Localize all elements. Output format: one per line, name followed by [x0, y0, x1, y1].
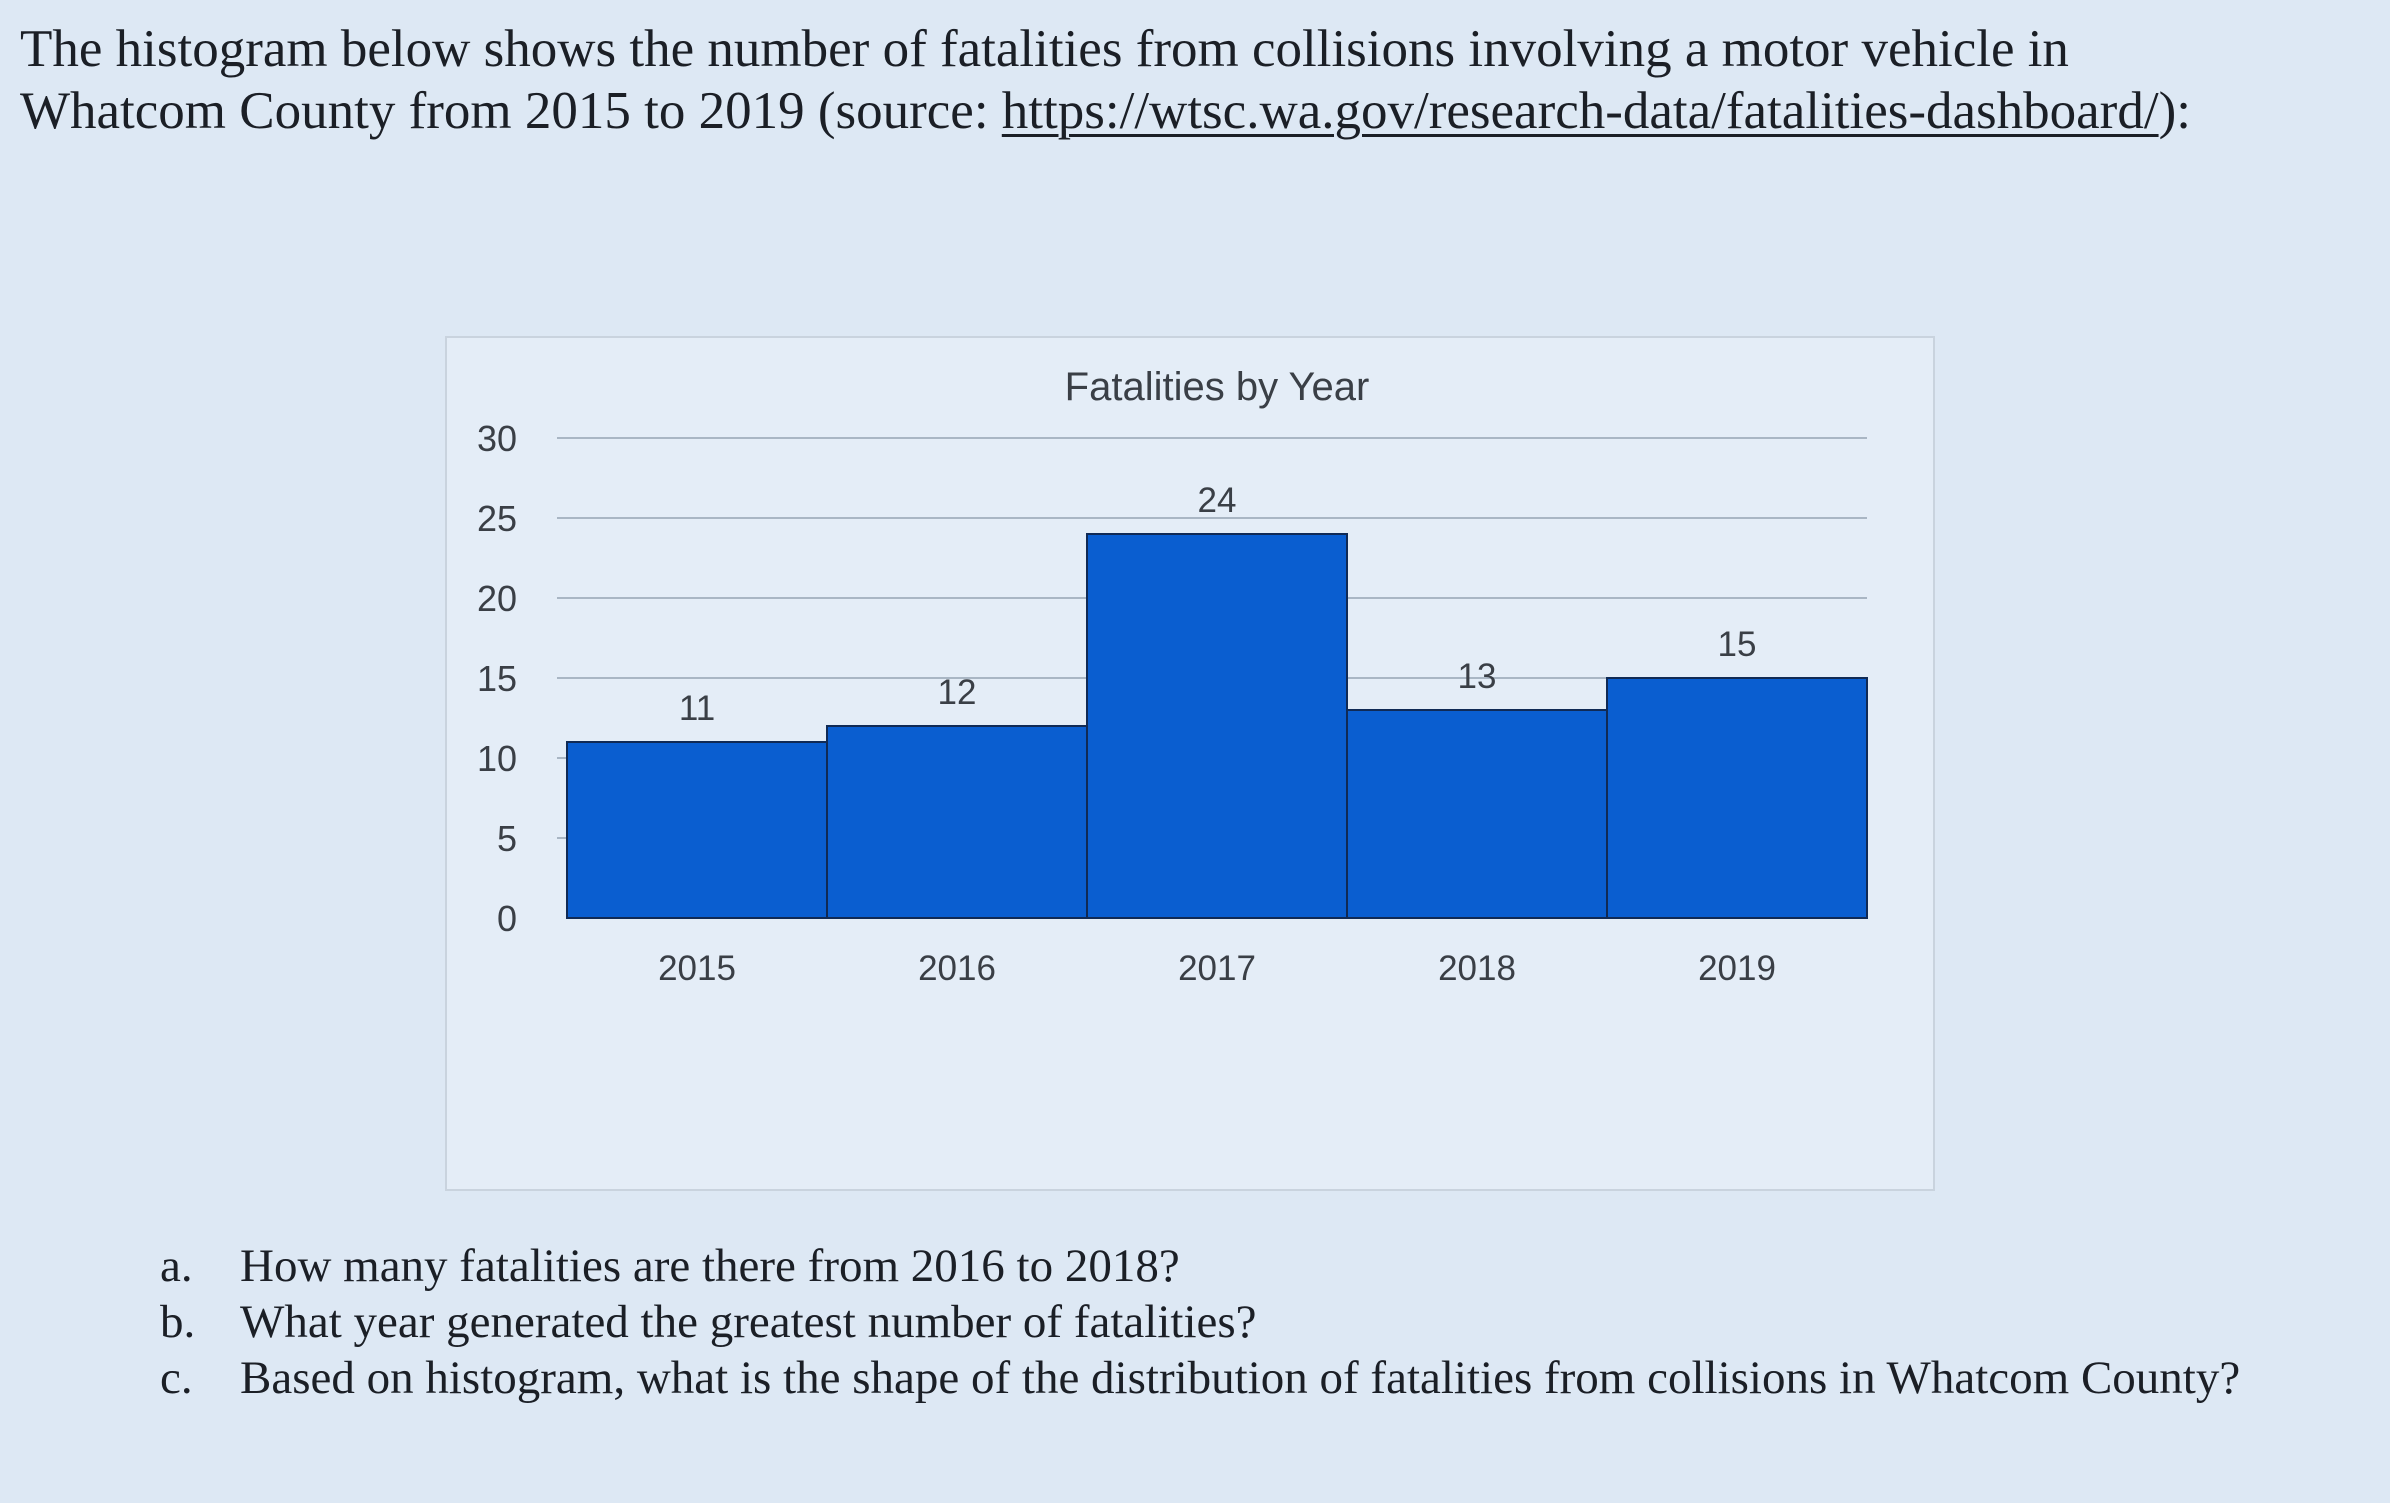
- y-tick-label: 20: [477, 578, 517, 619]
- data-label: 15: [1718, 625, 1757, 664]
- question-c: c. Based on histogram, what is the shape …: [160, 1350, 2310, 1406]
- bar-2015: [566, 741, 828, 919]
- intro-text: The histogram below shows the number of …: [20, 20, 2069, 140]
- x-tick-label: 2017: [1178, 949, 1256, 988]
- y-tick-label: 0: [497, 898, 517, 939]
- x-tick-label: 2015: [658, 949, 736, 988]
- y-tick-label: 30: [477, 418, 517, 459]
- bars: [566, 533, 1868, 919]
- question-a: a. How many fatalities are there from 201…: [160, 1238, 2310, 1294]
- question-marker: a.: [160, 1240, 193, 1292]
- question-text: What year generated the greatest number …: [240, 1296, 1257, 1348]
- question-marker: c.: [160, 1352, 193, 1404]
- chart-svg: Fatalities by Year 0 5 10 15 20 25 30 11 2015 12 20…: [477, 365, 1868, 988]
- data-label: 13: [1458, 657, 1497, 696]
- bar-2019: [1606, 677, 1868, 919]
- question-marker: b.: [160, 1296, 196, 1348]
- y-tick-label: 15: [477, 658, 517, 699]
- bar-2017: [1086, 533, 1348, 919]
- x-tick-label: 2016: [918, 949, 996, 988]
- y-tick-label: 25: [477, 498, 517, 539]
- question-list: a. How many fatalities are there from 201…: [160, 1238, 2310, 1406]
- chart-title: Fatalities by Year: [1065, 365, 1370, 409]
- histogram-chart: Fatalities by Year 0 5 10 15 20 25 30 11 2015 12 20…: [445, 336, 1935, 1191]
- data-label: 12: [938, 673, 977, 712]
- bar-2016: [826, 725, 1088, 919]
- source-link[interactable]: https://wtsc.wa.gov/research-data/fatali…: [1001, 82, 2159, 140]
- chart-text: Fatalities by Year 0 5 10 15 20 25 30 11 2015 12 20…: [477, 365, 1776, 988]
- x-tick-label: 2018: [1438, 949, 1516, 988]
- intro-paragraph: The histogram below shows the number of …: [20, 18, 2220, 142]
- question-text: Based on histogram, what is the shape of…: [240, 1352, 2241, 1404]
- x-tick-label: 2019: [1698, 949, 1776, 988]
- question-text: How many fatalities are there from 2016 …: [240, 1240, 1180, 1292]
- data-label: 11: [679, 689, 715, 728]
- data-label: 24: [1198, 481, 1237, 520]
- bar-2018: [1346, 709, 1608, 919]
- question-b: b. What year generated the greatest numbe…: [160, 1294, 2310, 1350]
- y-tick-label: 5: [497, 818, 517, 859]
- intro-text-end: ):: [2158, 82, 2191, 140]
- y-tick-label: 10: [477, 738, 517, 779]
